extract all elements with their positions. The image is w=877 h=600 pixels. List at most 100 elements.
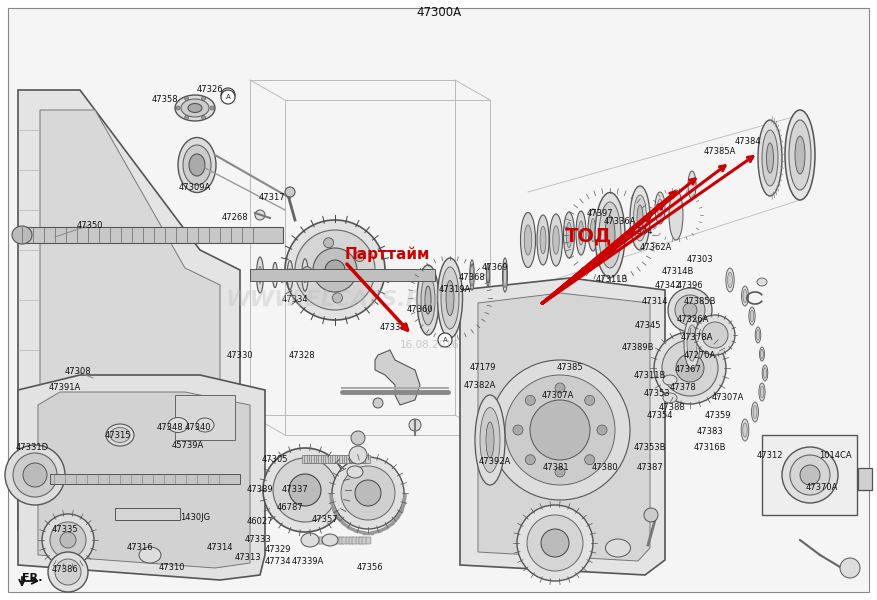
Text: 47329: 47329 [265,545,291,554]
Bar [302,455,307,463]
Ellipse shape [605,216,615,254]
Text: 47350: 47350 [77,220,103,229]
Circle shape [527,515,583,571]
Polygon shape [478,293,650,561]
Ellipse shape [576,211,586,255]
Ellipse shape [487,266,489,283]
Bar [323,537,327,544]
Text: 47384: 47384 [735,137,761,146]
Ellipse shape [425,286,431,314]
Text: 1014CA: 1014CA [819,451,852,460]
Bar [306,537,310,544]
Ellipse shape [605,539,631,557]
Circle shape [176,106,180,110]
Polygon shape [18,90,240,560]
Text: WWW.ELCATS.RU: WWW.ELCATS.RU [225,290,441,310]
Ellipse shape [687,325,697,361]
Ellipse shape [521,212,536,268]
Ellipse shape [785,110,815,200]
Circle shape [341,466,395,520]
Text: 47326A: 47326A [677,316,709,325]
Bar [355,537,360,544]
Circle shape [644,508,658,522]
Text: 47345: 47345 [635,320,661,329]
Ellipse shape [524,225,531,255]
Text: 47378A: 47378A [681,334,713,343]
Circle shape [324,238,333,248]
Ellipse shape [741,419,749,441]
Circle shape [409,419,421,431]
Bar [353,455,359,463]
Text: 47307A: 47307A [712,394,745,403]
Bar [363,455,367,463]
Text: 47391A: 47391A [49,383,82,392]
Circle shape [325,260,345,280]
Ellipse shape [743,289,747,302]
Ellipse shape [669,190,683,240]
Circle shape [313,248,357,292]
Text: 47331D: 47331D [16,443,48,452]
Circle shape [585,395,595,406]
Text: 47303: 47303 [687,256,713,265]
Ellipse shape [743,423,747,437]
Ellipse shape [758,120,782,196]
Ellipse shape [630,186,650,250]
Ellipse shape [749,307,755,325]
Ellipse shape [756,330,759,340]
Text: 16.08.2016: 16.08.2016 [400,340,460,350]
Ellipse shape [274,269,276,281]
Bar [50,474,240,484]
Ellipse shape [110,427,130,443]
Ellipse shape [347,466,363,478]
Circle shape [184,116,189,119]
Text: 47268: 47268 [222,212,248,221]
Ellipse shape [741,286,748,306]
Text: Парттайм: Парттайм [345,247,431,262]
Text: 47359: 47359 [705,410,731,419]
Ellipse shape [633,195,646,241]
Text: 47335: 47335 [52,526,78,535]
Bar [339,537,344,544]
Bar [335,455,339,463]
Circle shape [50,522,86,558]
Text: 47380: 47380 [592,463,618,473]
Ellipse shape [564,212,574,258]
Bar [346,537,351,544]
Text: 47307A: 47307A [542,391,574,400]
Text: 47339A: 47339A [292,557,324,566]
Circle shape [285,220,385,320]
Ellipse shape [322,534,338,546]
Bar [316,455,321,463]
Circle shape [555,383,565,393]
Ellipse shape [663,375,677,385]
Bar [309,537,314,544]
Ellipse shape [655,192,665,224]
Ellipse shape [303,267,306,283]
Bar [344,455,349,463]
Ellipse shape [762,365,767,381]
Ellipse shape [471,264,474,286]
Bar [323,455,328,463]
Text: 47333: 47333 [245,535,271,545]
Text: 47396: 47396 [677,280,703,289]
Circle shape [23,463,47,487]
Text: 47358: 47358 [152,95,178,104]
Text: 47310: 47310 [159,563,185,572]
Circle shape [221,88,235,102]
Text: 47367: 47367 [674,365,702,374]
Circle shape [184,97,189,100]
Text: 47356: 47356 [357,563,383,572]
Bar [332,537,338,544]
Circle shape [676,354,704,382]
Ellipse shape [588,209,598,251]
Text: 47313: 47313 [235,553,261,563]
Ellipse shape [438,258,462,338]
Text: FR.: FR. [22,573,42,583]
Ellipse shape [637,205,643,231]
Ellipse shape [540,226,546,254]
Bar [325,537,331,544]
Circle shape [210,106,214,110]
Ellipse shape [487,263,489,286]
Text: 47319A: 47319A [438,286,471,295]
Text: 47389B: 47389B [622,343,654,352]
